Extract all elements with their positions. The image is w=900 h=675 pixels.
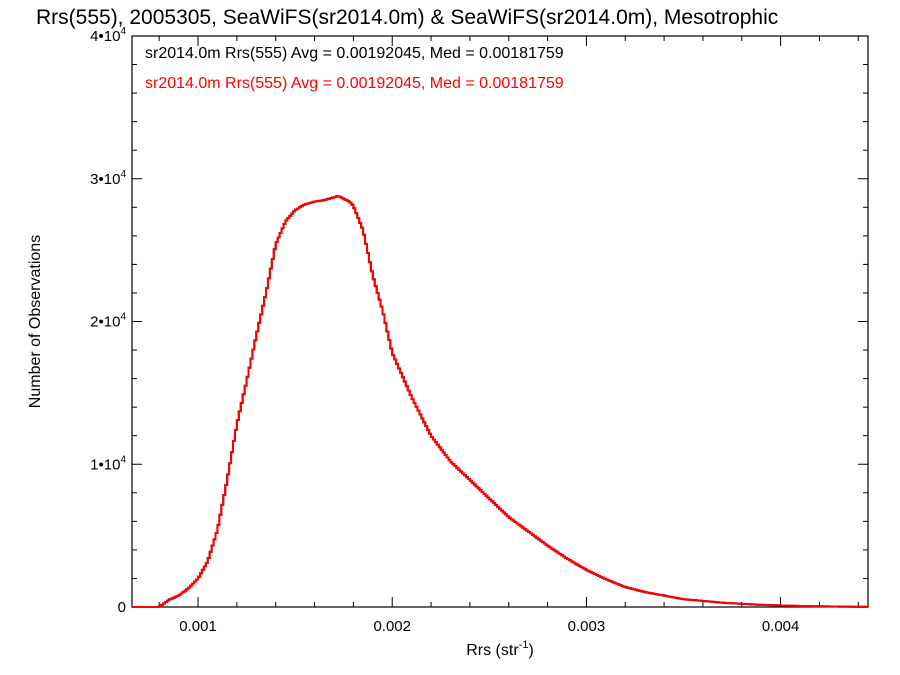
y-tick-label-exp: 4 [120, 26, 126, 37]
y-tick-label-base: 4•10 [90, 28, 120, 45]
chart-title: Rrs(555), 2005305, SeaWiFS(sr2014.0m) & … [36, 6, 778, 29]
y-tick-label-base: 2•10 [90, 314, 120, 331]
y-tick-label-exp: 4 [120, 169, 126, 180]
y-tick-label: 2•104 [90, 312, 126, 331]
series-group [132, 195, 869, 608]
x-axis-label: Rrs (str-1) [466, 639, 534, 659]
x-tick-label: 0.003 [568, 618, 606, 635]
x-tick-label: 0.002 [373, 618, 411, 635]
y-tick-label: 1•104 [90, 454, 126, 473]
y-tick-label-exp: 4 [120, 312, 126, 323]
y-tick-label-base: 3•10 [90, 171, 120, 188]
x-axis-ticks: 0.001 0.002 0.003 0.004 [158, 36, 859, 635]
plot-frame [131, 35, 869, 608]
y-tick-label: 0 [118, 599, 126, 616]
legend-entry: sr2014.0m Rrs(555) Avg = 0.00192045, Med… [145, 75, 564, 92]
x-axis-label-main: Rrs (str [466, 642, 519, 659]
y-tick-label-base: 1•10 [90, 456, 120, 473]
x-axis-label-sup: -1 [519, 639, 529, 651]
y-tick-label: 3•104 [90, 169, 126, 188]
legend: sr2014.0m Rrs(555) Avg = 0.00192045, Med… [145, 45, 564, 92]
y-axis-label: Number of Observations [27, 235, 44, 408]
x-tick-label: 0.001 [179, 618, 217, 635]
x-axis-label-tail: ) [528, 642, 533, 659]
histogram-series-2 [132, 195, 869, 608]
y-tick-label-base: 0 [118, 599, 126, 616]
y-tick-label: 4•104 [90, 26, 126, 45]
legend-entry: sr2014.0m Rrs(555) Avg = 0.00192045, Med… [145, 45, 564, 62]
x-tick-label: 0.004 [762, 618, 800, 635]
y-tick-label-exp: 4 [120, 454, 126, 465]
